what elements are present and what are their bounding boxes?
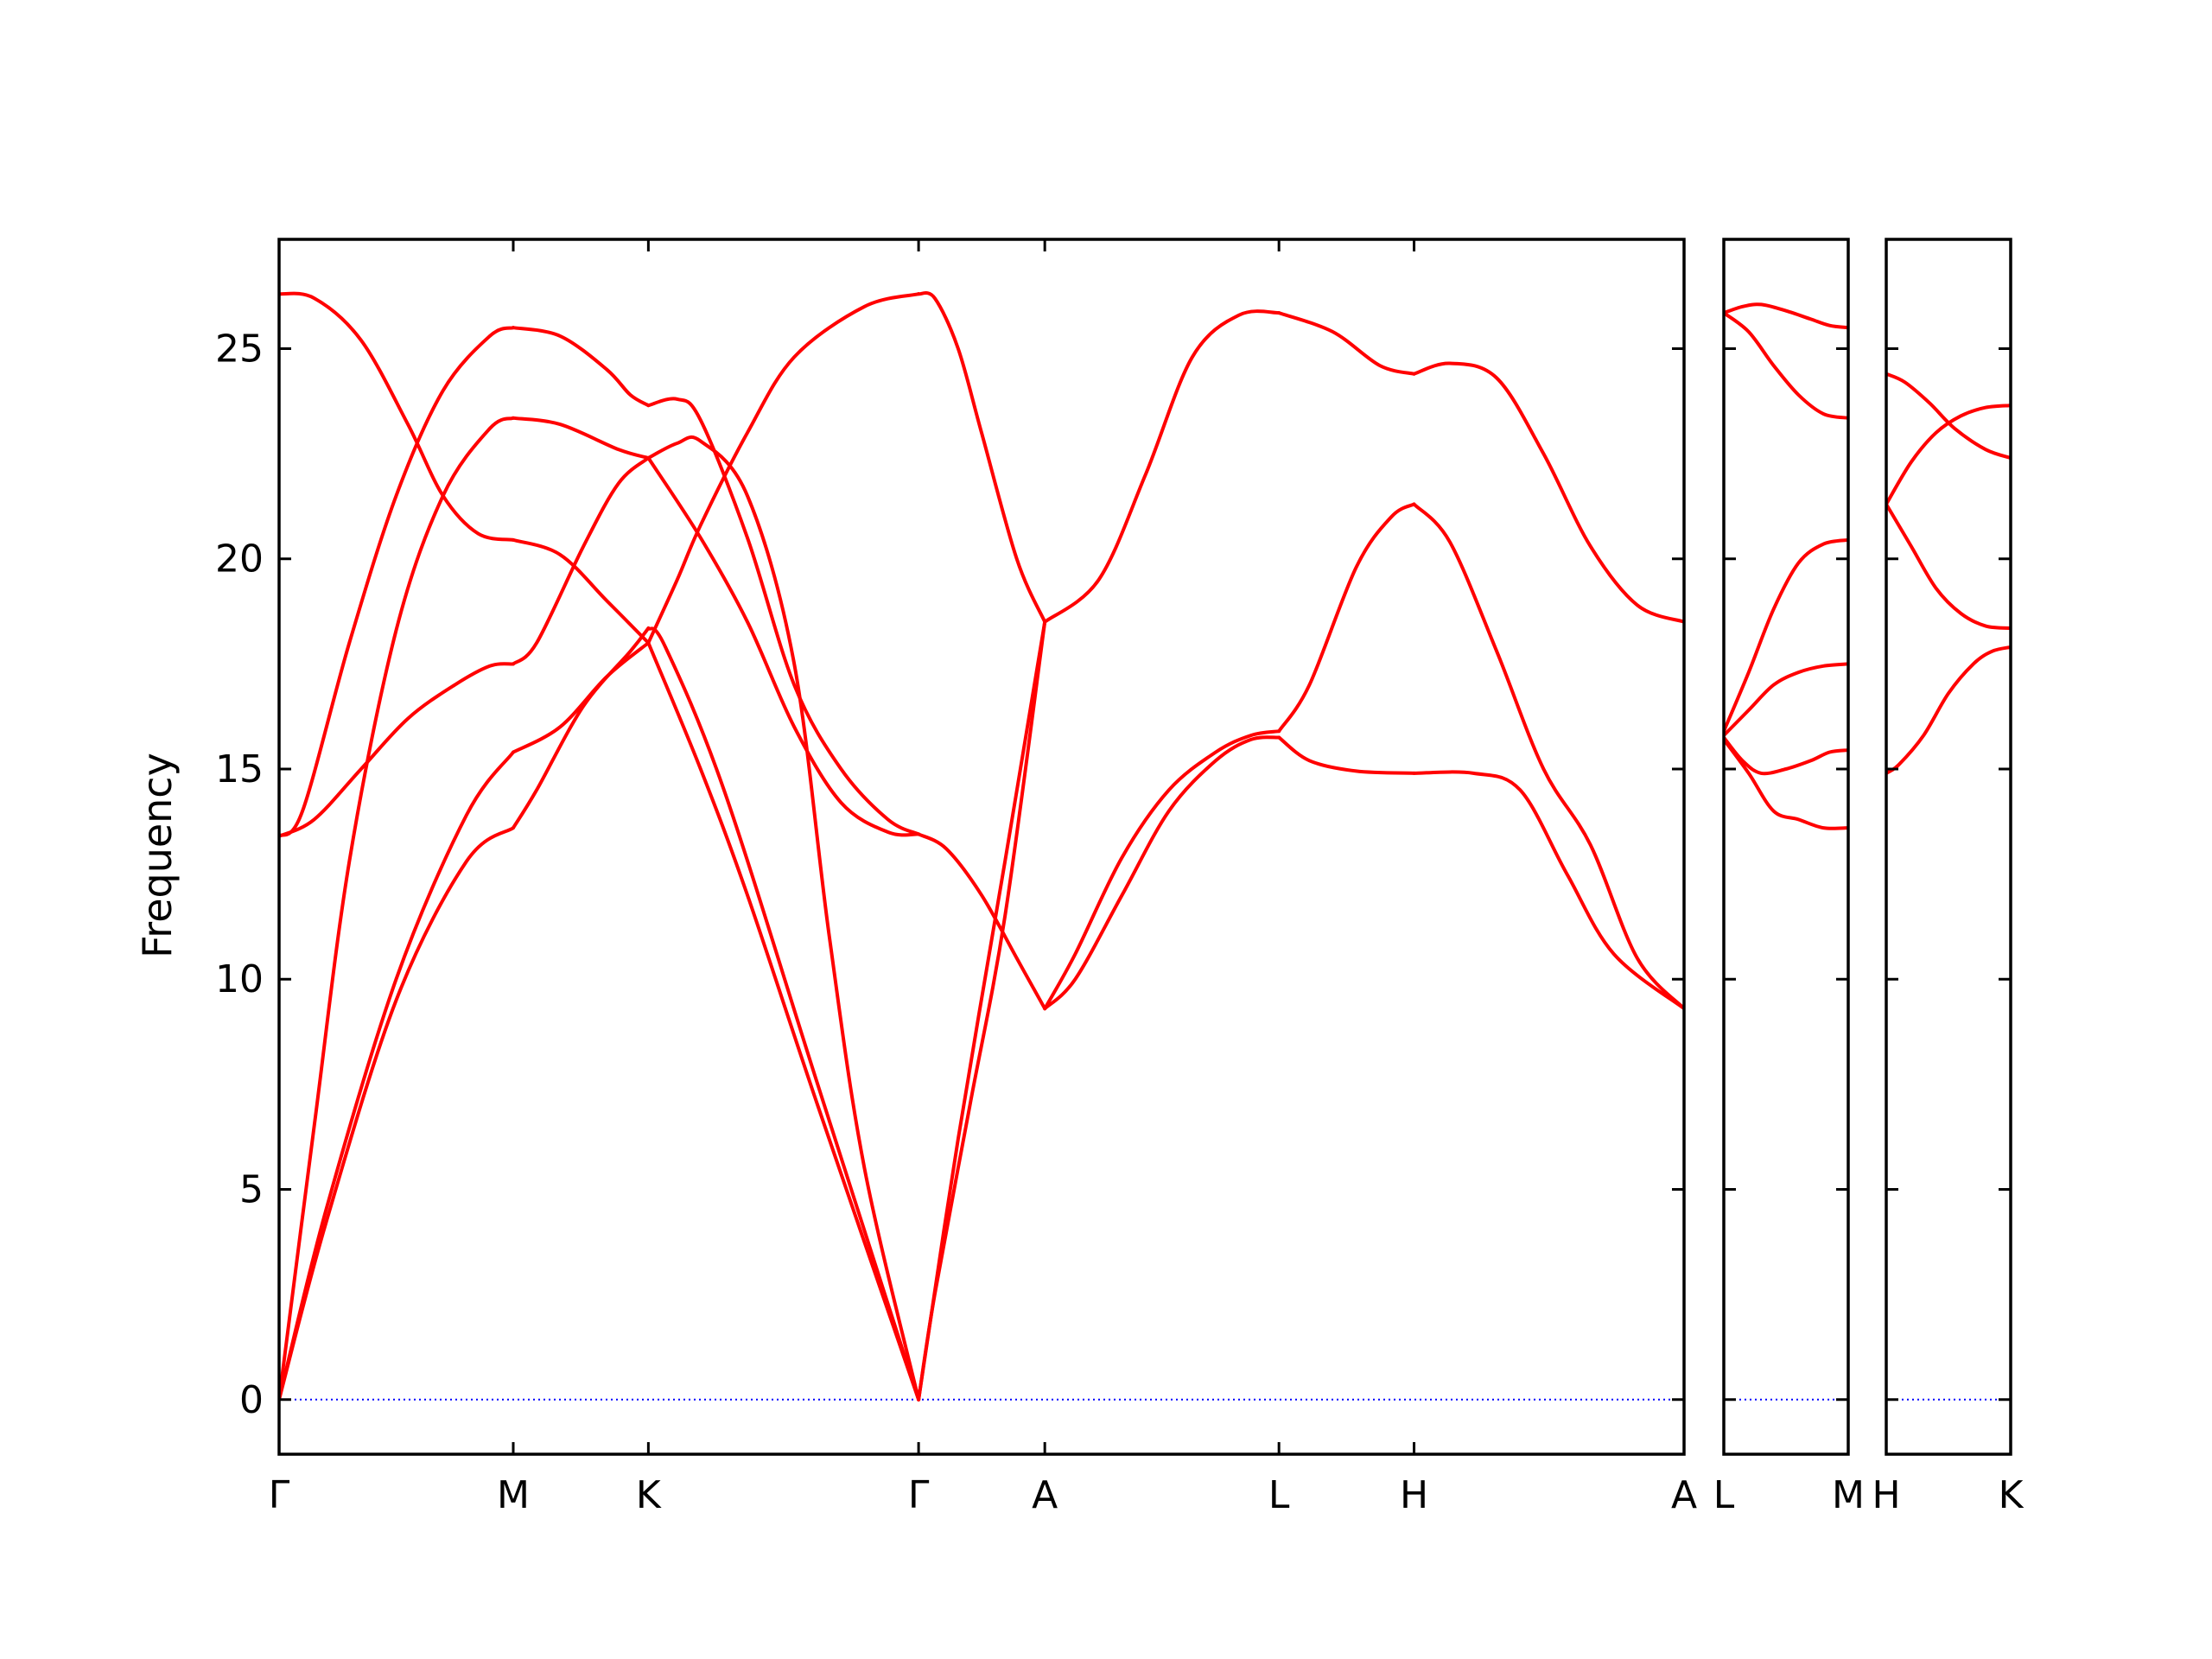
band-line-0-7 bbox=[512, 416, 651, 460]
band-line-0-30 bbox=[917, 620, 1047, 1402]
band-line-0-26 bbox=[1043, 309, 1281, 624]
band-line-0-24 bbox=[1412, 502, 1684, 1011]
band-line-0-14 bbox=[646, 435, 921, 1402]
band-line-0-9 bbox=[279, 326, 515, 838]
band-line-0-15 bbox=[279, 291, 515, 542]
band-line-0-22 bbox=[1043, 729, 1281, 1011]
band-line-0-16 bbox=[512, 537, 651, 645]
band-line-0-3 bbox=[279, 750, 515, 1402]
band-line-0-17 bbox=[646, 292, 921, 645]
band-line-0-13 bbox=[512, 456, 651, 666]
band-line-1-3 bbox=[1724, 537, 1848, 734]
x-tick-label: A bbox=[1032, 1473, 1058, 1517]
band-line-0-11 bbox=[646, 397, 921, 836]
band-line-0-10 bbox=[512, 326, 651, 408]
x-tick-label: K bbox=[1999, 1473, 2024, 1517]
x-tick-label: H bbox=[1872, 1473, 1900, 1517]
y-tick-label: 20 bbox=[215, 537, 264, 582]
band-line-0-29 bbox=[917, 291, 1047, 624]
y-tick-label: 10 bbox=[215, 957, 264, 1001]
panel-frame bbox=[1885, 238, 2012, 1456]
band-line-2-3 bbox=[1886, 372, 2011, 460]
band-line-0-0 bbox=[279, 826, 515, 1402]
band-line-0-12 bbox=[279, 662, 515, 838]
band-line-0-27 bbox=[1277, 311, 1416, 376]
x-tick-label: A bbox=[1671, 1473, 1697, 1517]
x-tick-label: Γ bbox=[269, 1473, 290, 1517]
band-line-1-2 bbox=[1724, 662, 1848, 738]
band-line-1-0 bbox=[1724, 737, 1848, 830]
y-tick-label: 15 bbox=[215, 747, 264, 791]
panel-frame bbox=[277, 238, 1686, 1456]
x-tick-label: Γ bbox=[908, 1473, 930, 1517]
band-line-0-21 bbox=[1412, 770, 1684, 1011]
band-line-0-8 bbox=[646, 456, 921, 837]
x-tick-label: L bbox=[1713, 1473, 1735, 1517]
band-line-0-20 bbox=[1277, 735, 1416, 775]
band-line-0-23 bbox=[1277, 502, 1416, 734]
band-line-0-2 bbox=[646, 626, 921, 1402]
band-line-0-5 bbox=[646, 641, 921, 1402]
x-tick-label: L bbox=[1268, 1473, 1290, 1517]
band-line-1-1 bbox=[1724, 735, 1848, 776]
band-line-0-4 bbox=[512, 641, 651, 754]
band-line-2-2 bbox=[1886, 404, 2011, 506]
band-line-0-19 bbox=[1043, 735, 1281, 1011]
band-line-2-0 bbox=[1886, 645, 2011, 775]
band-line-0-18 bbox=[917, 832, 1047, 1011]
band-line-1-5 bbox=[1724, 302, 1848, 330]
band-line-2-1 bbox=[1886, 502, 2011, 630]
x-tick-label: K bbox=[636, 1473, 662, 1517]
band-line-0-1 bbox=[512, 626, 651, 830]
y-tick-label: 25 bbox=[215, 327, 264, 371]
panel-frame bbox=[1722, 238, 1850, 1456]
band-line-1-4 bbox=[1724, 311, 1848, 420]
panel-main: Γ M K Γ A L H A 0 5 10 15 20 25 bbox=[215, 238, 1697, 1517]
y-tick-label: 5 bbox=[239, 1168, 264, 1212]
y-tick-label: 0 bbox=[239, 1378, 264, 1422]
x-tick-label: M bbox=[1832, 1473, 1865, 1517]
x-tick-label: M bbox=[497, 1473, 530, 1517]
y-axis-label: Frequency bbox=[134, 753, 181, 958]
x-tick-label: H bbox=[1400, 1473, 1428, 1517]
band-line-0-28 bbox=[1412, 361, 1684, 624]
